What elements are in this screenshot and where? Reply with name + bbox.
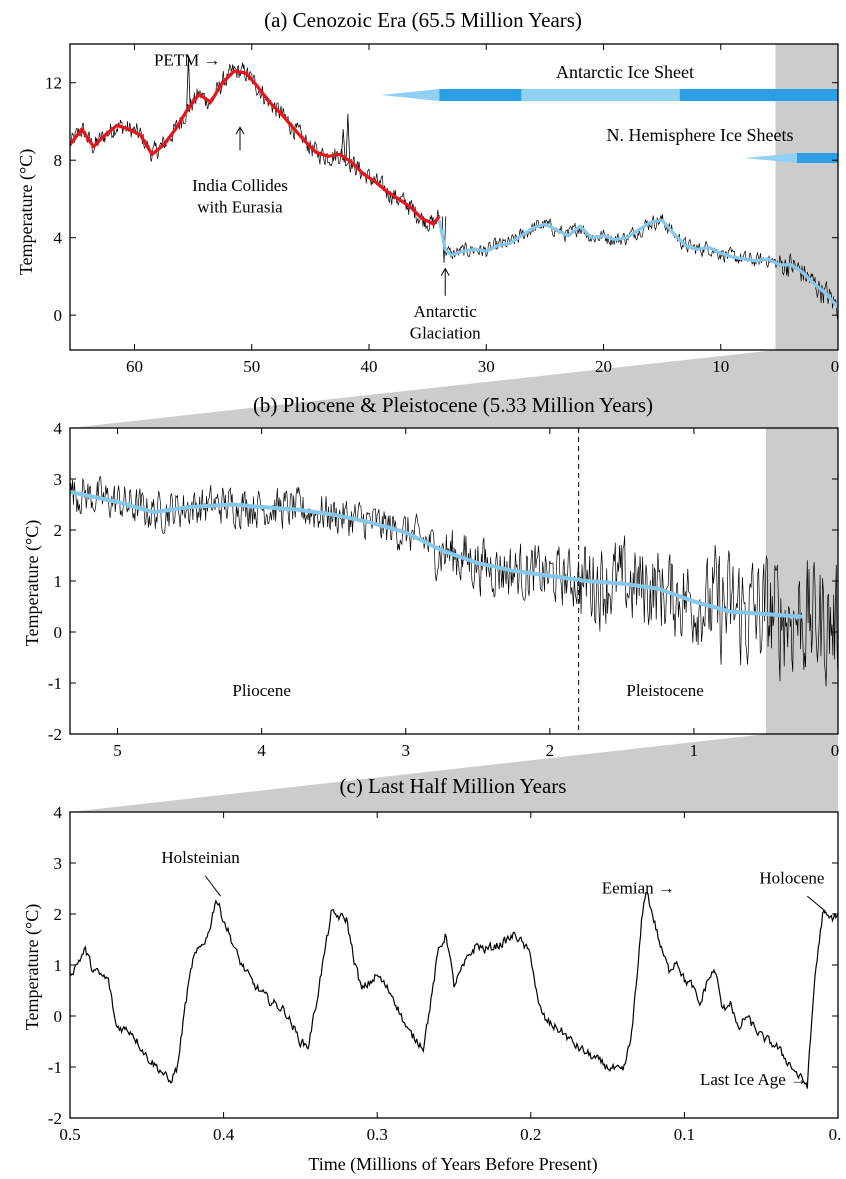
panel-c-ylabel: Temperature (°C) [22,904,43,1030]
y-tick-label: 3 [54,854,63,873]
ice-bar-segment [521,89,680,101]
annotation-label: with Eurasia [197,197,283,216]
annotation-label: Eemian → [602,879,675,898]
shaded-zoom-region [765,428,838,734]
x-tick-label: 2 [546,741,555,760]
ice-bar-segment [796,153,838,163]
panel-b-pliocene-pleistocene: 5 4 3 2 1 0 -2 -1 0 1 2 3 4 Pliocene Pleistocene [48,419,839,760]
x-tick-label: 1 [690,741,699,760]
annotation-arrowhead [440,267,450,276]
y-tick-label: -1 [48,1058,62,1077]
zoom-guide-a-to-b [70,350,838,428]
panel-b-ylabel: Temperature (°C) [22,520,43,646]
y-tick-label: 4 [54,803,63,822]
x-tick-label: 40 [360,357,377,376]
panel-b-title: (b) Pliocene & Pleistocene (5.33 Million… [253,393,653,417]
x-tick-label: 50 [243,357,260,376]
x-tick-label: 10 [712,357,729,376]
panel-a-title: (a) Cenozoic Era (65.5 Million Years) [264,8,582,32]
annotation-label: Pliocene [232,681,291,700]
smoothed-temperature-series [437,218,838,309]
ice-bar-segment [679,89,838,101]
smoothed-temperature-series [70,489,803,619]
x-tick-label: 0.4 [213,1125,235,1144]
y-tick-label: 4 [54,229,63,248]
ice-bar-label: Antarctic Ice Sheet [556,62,694,82]
x-tick-label: 3 [401,741,410,760]
temperature-spike [341,129,346,157]
annotation-label: Pleistocene [626,681,703,700]
panel-c-title: (c) Last Half Million Years [340,774,567,798]
zoom-guide-b-to-c [70,734,838,812]
y-tick-label: 12 [45,74,62,93]
annotation-arrow [204,875,221,897]
panel-a-ylabel: Temperature (°C) [16,149,37,275]
panel-c-last-half-million: 0.5 0.4 0.3 0.2 0.1 0. -2 -1 0 1 2 3 4 Holsteinian Eem… [48,803,842,1144]
y-tick-label: 3 [54,470,63,489]
y-tick-label: 1 [54,572,63,591]
y-tick-label: -2 [48,725,62,744]
annotation-label: Antarctic [414,302,478,321]
ice-bar-segment [439,89,522,101]
smoothed-temperature-series [70,69,441,226]
y-tick-label: 0 [54,306,63,325]
plot-frame [69,43,839,351]
x-tick-label: 60 [126,357,143,376]
y-tick-label: 0 [54,1007,63,1026]
y-tick-label: -1 [48,674,62,693]
x-tick-label: 0.1 [674,1125,695,1144]
temperature-spike [345,113,351,160]
x-tick-label: 0 [831,357,840,376]
x-tick-label: 0 [831,741,840,760]
annotation-label: Holsteinian [161,848,240,867]
figure-xlabel: Time (Millions of Years Before Present) [308,1154,597,1175]
annotation-label: India Collides [192,176,288,195]
x-tick-label: 0.5 [59,1125,80,1144]
y-tick-label: 2 [54,521,63,540]
annotation-label: Last Ice Age → [700,1070,807,1089]
x-tick-label: 0.3 [367,1125,388,1144]
x-tick-label: 0.2 [520,1125,541,1144]
ice-bar-segment [380,89,440,101]
x-tick-label: 20 [595,357,612,376]
y-tick-label: 4 [54,419,63,438]
x-tick-label: 4 [257,741,266,760]
x-tick-label: 30 [478,357,495,376]
annotation-label: Glaciation [410,323,481,342]
temperature-spike [186,55,191,109]
panel-a-cenozoic: Antarctic Ice Sheet N. Hemisphere Ice She… [45,43,840,376]
y-tick-label: 8 [54,151,63,170]
y-tick-label: 2 [54,905,63,924]
y-tick-label: 0 [54,623,63,642]
y-tick-label: -2 [48,1109,62,1128]
annotation-arrow [806,895,827,912]
x-tick-label: 5 [113,741,122,760]
annotation-label: Holocene [759,868,824,887]
y-tick-label: 1 [54,956,63,975]
temperature-series [70,891,838,1089]
x-tick-label: 0. [829,1125,842,1144]
annotation-arrowhead [235,126,245,135]
annotation-label: PETM → [154,50,221,69]
raw-temperature-series [70,476,838,687]
ice-bar-segment [744,153,797,163]
ice-bar-label: N. Hemisphere Ice Sheets [607,125,794,145]
